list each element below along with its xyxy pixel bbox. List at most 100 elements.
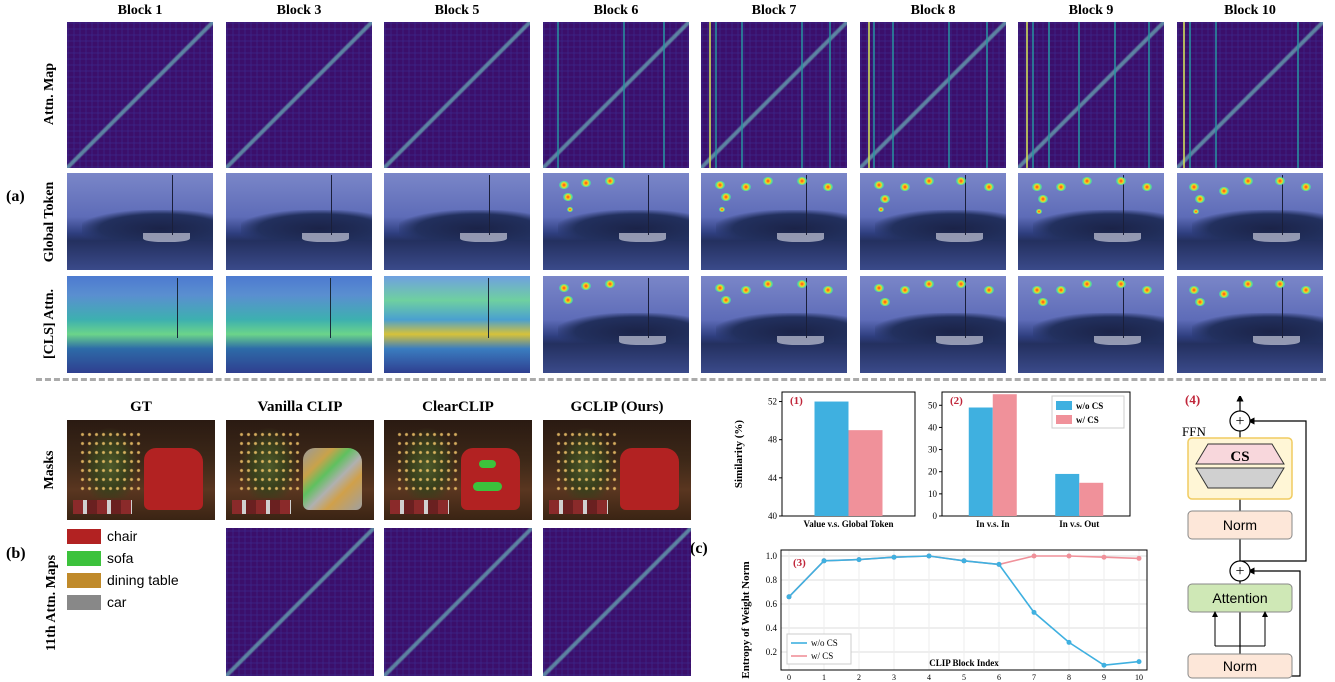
column-header-block-1: Block 1	[117, 3, 163, 18]
chart3-xtick-label: 7	[1032, 673, 1036, 680]
row-label-11th-attn-maps: 11th Attn. Maps	[44, 554, 59, 652]
chart1-ytick-label: 52	[768, 397, 777, 407]
chart2-tag: (2)	[950, 395, 963, 407]
attn-map-block-8	[860, 22, 1006, 168]
row-label-attn-map: Attn. Map	[42, 62, 57, 126]
attn-map-block-5	[384, 22, 530, 168]
chart2-bar-in-v-s-out-w-o-cs	[1055, 473, 1080, 516]
chart2-ytick-label: 30	[928, 445, 938, 455]
chart3-point-w-o-cs	[1066, 639, 1072, 645]
chart3-point-w-o-cs	[786, 594, 792, 600]
row-label-global-token: Global Token	[42, 181, 57, 263]
global-token-block-1	[67, 173, 213, 270]
mask-clearclip	[384, 420, 532, 520]
cls-attn-block-9	[1018, 276, 1164, 373]
chart3-xtick-label: 10	[1135, 673, 1143, 680]
section-label-a: (a)	[6, 188, 25, 205]
global-token-block-5	[384, 173, 530, 270]
cls-attn-block-6	[543, 276, 689, 373]
attn-map-block-9	[1018, 22, 1164, 168]
cs-lower-trapezoid	[1195, 467, 1285, 489]
cls-attn-block-1	[67, 276, 213, 373]
chart2-category-label: In v.s. Out	[1059, 519, 1099, 528]
legend-item-chair: chair	[67, 528, 137, 544]
chart3-point-w-cs	[1066, 553, 1072, 559]
chart2-ytick-label: 20	[928, 467, 938, 477]
legend-swatch-dining-table	[67, 572, 101, 588]
mask-gt	[67, 420, 215, 520]
column-header-block-6: Block 6	[593, 3, 639, 18]
chart3-point-w-o-cs	[821, 558, 827, 564]
column-header-block-10: Block 10	[1224, 3, 1276, 18]
chart2-frame	[941, 391, 1131, 517]
global-token-block-10	[1177, 173, 1323, 270]
chart1-bar-w-cs	[848, 430, 883, 516]
column-header-gclip: GCLIP (Ours)	[570, 399, 664, 415]
legend-item-sofa: sofa	[67, 550, 133, 566]
norm-box-upper	[1187, 510, 1293, 540]
norm-label-upper: Norm	[1223, 517, 1257, 533]
chart3-point-w-cs	[1031, 553, 1037, 559]
cs-upper-trapezoid	[1195, 443, 1285, 465]
chart3-point-w-o-cs	[1031, 609, 1037, 615]
chart2-ytick-label: 0	[933, 511, 938, 521]
attn-map-block-10	[1177, 22, 1323, 168]
chart1-category-label: Value v.s. Global Token	[804, 519, 894, 528]
add-circle-lower	[1229, 560, 1251, 582]
chart3-frame	[780, 549, 1148, 671]
chart2-ytick-label: 50	[928, 400, 938, 410]
add-circle-upper	[1229, 410, 1251, 432]
attention-box	[1187, 583, 1293, 613]
section-divider	[36, 378, 1326, 381]
chart1-ytick-label: 44	[768, 473, 778, 483]
mask-vanilla-clip	[226, 420, 374, 520]
column-header-block-5: Block 5	[434, 3, 480, 18]
chart2-bar-in-v-s-in-w-o-cs	[968, 407, 993, 516]
chart2-bar-in-v-s-out-w-cs	[1079, 482, 1104, 516]
chart3-point-w-o-cs	[996, 561, 1002, 567]
chart-similarity-value-global: 40 44 48 52 Value v.s. Global Token Similarit…	[733, 391, 916, 528]
chart3-point-w-o-cs	[961, 558, 967, 564]
global-token-block-3	[226, 173, 372, 270]
plus-upper: +	[1235, 413, 1244, 430]
chart2-category-label: In v.s. In	[976, 519, 1010, 528]
chart3-ylabel: Entropy of Weight Norm	[740, 561, 752, 678]
chart3-xtick-label: 8	[1067, 673, 1071, 680]
chart3-xtick-label: 9	[1102, 673, 1106, 680]
chart3-ytick-label: 0.6	[766, 599, 778, 609]
chart2-ytick-label: 10	[928, 489, 938, 499]
column-header-block-7: Block 7	[751, 3, 797, 18]
cls-attn-block-8	[860, 276, 1006, 373]
chart3-xtick-label: 1	[822, 673, 826, 680]
legend-item-car: car	[67, 594, 126, 610]
section-label-b: (b)	[6, 545, 26, 562]
norm-box-lower	[1187, 653, 1293, 679]
attention-label: Attention	[1212, 590, 1267, 606]
chart3-xtick-label: 3	[892, 673, 896, 680]
chart3-legend-label-w-o-cs: w/o CS	[811, 638, 838, 648]
legend-swatch-car	[67, 594, 101, 610]
row-label-masks: Masks	[42, 450, 57, 490]
attn-map-block-3	[226, 22, 372, 168]
chart3-point-w-cs	[1136, 555, 1142, 561]
legend-swatch-sofa	[67, 550, 101, 566]
cls-attn-block-7	[701, 276, 847, 373]
chart2-legend-label-w-cs: w/ CS	[1076, 415, 1099, 425]
chart2-ytick-label: 40	[928, 422, 938, 432]
attn-map-11-vanilla-clip	[226, 528, 374, 676]
cs-label: CS	[1230, 449, 1249, 465]
chart3-point-w-o-cs	[1136, 659, 1142, 665]
chart3-legend-frame	[786, 633, 852, 665]
chart3-ytick-label: 0.2	[766, 647, 777, 657]
chart1-ytick-label: 48	[768, 435, 778, 445]
chart2-legend-swatch-w-cs	[1056, 415, 1072, 424]
chart3-xtick-label: 0	[787, 673, 791, 680]
chart3-ytick-label: 0.8	[766, 575, 778, 585]
global-token-block-8	[860, 173, 1006, 270]
attn-map-11-gclip	[543, 528, 691, 676]
legend-item-dining-table: dining table	[67, 572, 179, 588]
column-header-clearclip: ClearCLIP	[422, 399, 494, 415]
column-header-gt: GT	[130, 399, 152, 415]
chart3-point-w-cs	[1101, 554, 1107, 560]
chart3-xtick-label: 4	[927, 673, 931, 680]
